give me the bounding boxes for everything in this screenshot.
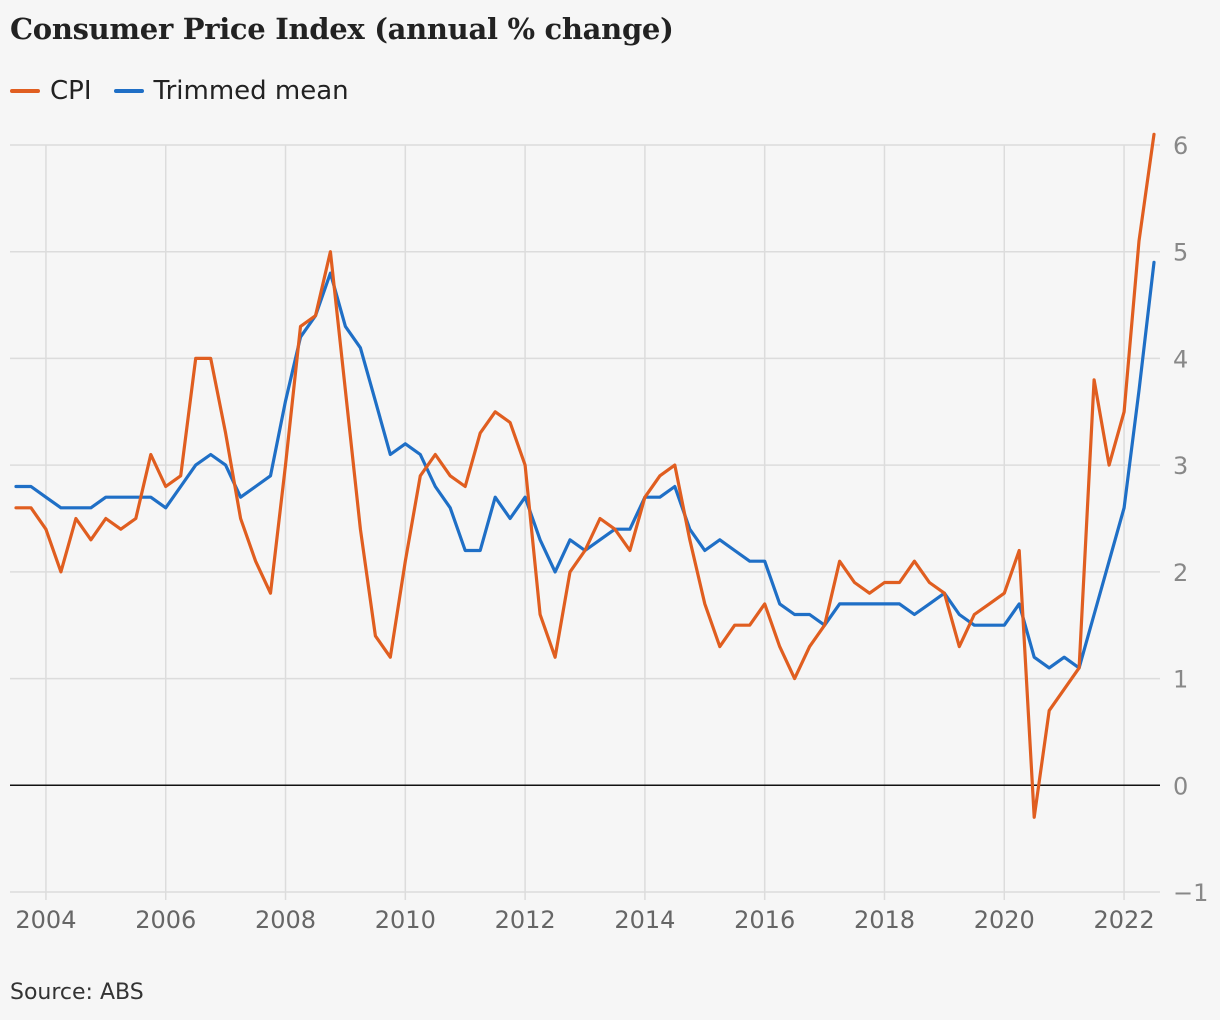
- x-tick-label: 2016: [734, 906, 795, 934]
- legend-swatch-cpi: [10, 89, 40, 93]
- y-tick-label: 4: [1173, 345, 1188, 373]
- x-tick-label: 2020: [974, 906, 1035, 934]
- x-tick-label: 2012: [495, 906, 556, 934]
- x-tick-label: 2014: [614, 906, 675, 934]
- y-tick-label: 5: [1173, 239, 1188, 267]
- y-tick-label: 2: [1173, 559, 1188, 587]
- legend-label-cpi: CPI: [50, 76, 92, 106]
- legend-item-cpi: CPI: [10, 76, 92, 106]
- y-tick-label: 0: [1173, 772, 1188, 800]
- y-tick-label: 1: [1173, 666, 1188, 694]
- legend: CPI Trimmed mean: [10, 76, 371, 106]
- x-tick-label: 2018: [854, 906, 915, 934]
- chart-title: Consumer Price Index (annual % change): [10, 12, 674, 46]
- x-tick-label: 2006: [135, 906, 196, 934]
- y-tick-label: 3: [1173, 452, 1188, 480]
- legend-item-trimmed-mean: Trimmed mean: [113, 76, 349, 106]
- line-chart: −1 0 1 2 3 4 5 6 2004 2006 2008 2010 2012 2014 2016 201…: [10, 132, 1208, 934]
- legend-label-trimmed-mean: Trimmed mean: [153, 76, 349, 106]
- y-tick-label: −1: [1173, 879, 1208, 907]
- source-note: Source: ABS: [10, 980, 144, 1005]
- x-tick-label: 2010: [375, 906, 436, 934]
- x-tick-label: 2022: [1094, 906, 1155, 934]
- legend-swatch-trimmed-mean: [113, 89, 144, 93]
- series-line-cpi: [14, 132, 1156, 819]
- y-tick-label: 6: [1173, 132, 1188, 160]
- x-tick-label: 2008: [255, 906, 316, 934]
- x-tick-label: 2004: [15, 906, 76, 934]
